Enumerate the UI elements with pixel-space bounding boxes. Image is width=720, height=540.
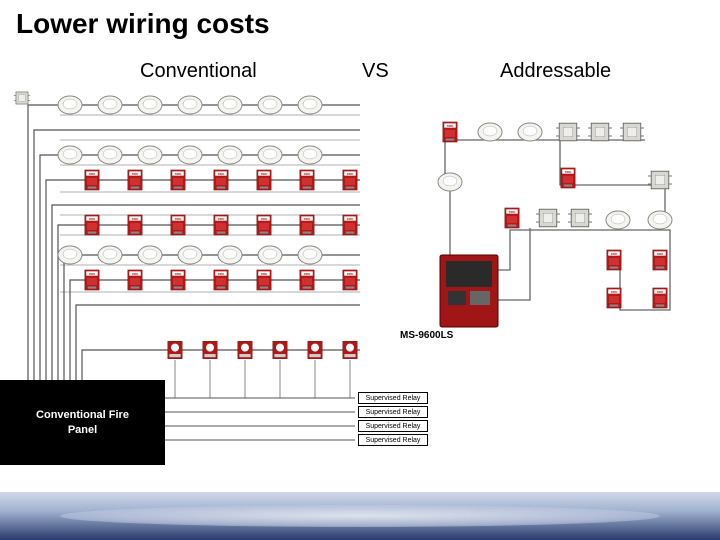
relay-box: Supervised Relay: [358, 420, 428, 432]
bottom-gradient-band: [0, 492, 720, 540]
bottom-swoosh: [60, 505, 660, 527]
relay-box: Supervised Relay: [358, 392, 428, 404]
relay-box: Supervised Relay: [358, 434, 428, 446]
conventional-panel-label: Conventional Fire Panel: [36, 408, 129, 437]
conventional-panel-box: Conventional Fire Panel: [0, 380, 165, 465]
relay-box: Supervised Relay: [358, 406, 428, 418]
